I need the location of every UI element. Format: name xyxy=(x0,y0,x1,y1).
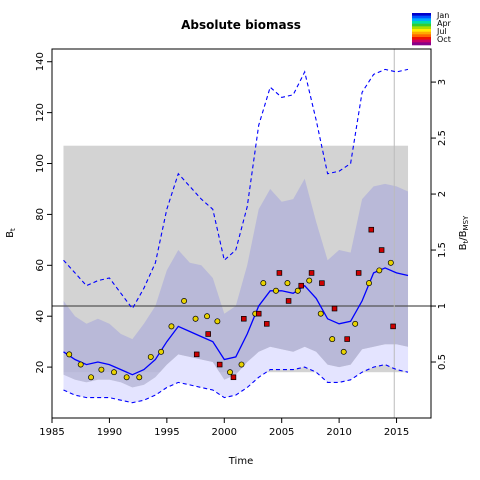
observation-point-yellow xyxy=(352,320,359,327)
observation-point-yellow xyxy=(376,267,383,274)
observation-point-yellow xyxy=(317,310,324,317)
observation-point-red xyxy=(390,323,396,330)
legend-color-swatch xyxy=(412,34,431,38)
observation-point-red xyxy=(205,331,211,337)
observation-point-yellow xyxy=(123,374,130,381)
y2-tick-label: 2 xyxy=(437,191,448,197)
y2-tick-label: 1.5 xyxy=(437,242,448,258)
observation-point-yellow xyxy=(66,351,73,358)
observation-point-red xyxy=(285,298,292,304)
observation-point-yellow xyxy=(111,369,117,376)
plot-content xyxy=(52,49,431,418)
legend-color-swatch xyxy=(412,29,431,32)
x-axis-title: Time xyxy=(228,456,253,467)
legend-color-swatch xyxy=(412,23,431,27)
observation-point-yellow xyxy=(284,280,291,287)
uncertainty-band xyxy=(63,178,408,388)
observation-point-red xyxy=(344,336,350,342)
observation-point-yellow xyxy=(98,366,105,373)
legend-label: Jul xyxy=(436,27,447,36)
observation-point-yellow xyxy=(260,280,267,287)
observation-point-yellow xyxy=(136,374,143,381)
y2-tick-label: 0.5 xyxy=(437,354,448,370)
y-axis-title-right: Bt/BMSY xyxy=(458,215,470,250)
observation-point-yellow xyxy=(88,374,94,381)
observation-point-yellow xyxy=(204,313,210,320)
y-tick-label: 100 xyxy=(35,154,46,173)
observation-point-yellow xyxy=(340,348,347,355)
y-tick-label: 140 xyxy=(35,52,46,71)
observation-point-red xyxy=(331,305,338,312)
observation-point-red xyxy=(355,270,362,276)
y-axis-title-left: Bt xyxy=(5,228,17,238)
observation-point-yellow xyxy=(273,287,279,294)
observation-point-yellow xyxy=(329,336,336,343)
legend-color-swatch xyxy=(412,21,431,24)
legend-color-swatch xyxy=(412,39,431,43)
legend-color-swatch xyxy=(412,26,431,30)
x-tick-label: 2005 xyxy=(269,427,294,438)
legend-color-swatch xyxy=(412,18,431,22)
y-tick-label: 120 xyxy=(35,103,46,122)
legend-label: Apr xyxy=(437,19,452,28)
ci-lower-line xyxy=(63,364,409,404)
x-tick-label: 2015 xyxy=(384,427,409,438)
observation-point-yellow xyxy=(181,297,188,304)
legend-color-swatch xyxy=(412,42,431,46)
x-axis: 1985 1990 1995 2000 2005 2010 2015 xyxy=(39,418,409,438)
observation-point-red xyxy=(230,374,237,381)
y-tick-label: 20 xyxy=(35,361,46,374)
legend-label: Jan xyxy=(436,11,449,20)
x-tick-label: 1990 xyxy=(97,427,122,438)
observation-point-red xyxy=(216,361,223,368)
observation-point-yellow xyxy=(227,369,233,376)
x-tick-label: 2010 xyxy=(326,427,351,438)
observation-point-red xyxy=(264,321,270,327)
y-axis-left: 20 40 60 80 100 120 140 xyxy=(35,52,52,373)
observation-point-yellow xyxy=(158,348,165,355)
observation-point-yellow xyxy=(306,277,313,284)
x-tick-label: 1995 xyxy=(154,427,179,438)
plot-area xyxy=(52,49,431,418)
legend-color-swatch xyxy=(412,15,431,19)
plot-frame xyxy=(51,48,432,419)
observation-point-red xyxy=(298,282,304,289)
legend-color-swatch xyxy=(412,13,431,16)
observation-point-red xyxy=(308,270,315,276)
ci-upper-line xyxy=(63,68,409,310)
y2-tick-label: 1 xyxy=(437,303,448,309)
observation-point-red xyxy=(276,270,283,276)
observation-point-yellow xyxy=(77,361,84,368)
legend-label: Oct xyxy=(437,35,451,44)
median-biomass-line xyxy=(63,267,409,376)
y-tick-label: 80 xyxy=(35,208,46,221)
y-tick-label: 60 xyxy=(35,259,46,272)
y-axis-right: 0.5 1 1.5 2 2.5 3 xyxy=(431,79,448,370)
observation-point-red xyxy=(193,351,200,358)
x-tick-label: 1985 xyxy=(39,427,64,438)
x-tick-label: 2000 xyxy=(212,427,237,438)
observation-point-yellow xyxy=(192,315,199,322)
observation-point-yellow xyxy=(294,287,301,294)
observation-point-red xyxy=(319,280,325,286)
observation-point-yellow xyxy=(147,353,154,360)
observation-point-yellow xyxy=(387,259,394,266)
y-tick-label: 40 xyxy=(35,310,46,323)
chart-title: Absolute biomass xyxy=(181,18,301,32)
observation-point-red xyxy=(378,247,385,253)
observation-point-yellow xyxy=(168,323,175,330)
legend-color-swatch xyxy=(412,31,431,35)
y2-tick-label: 3 xyxy=(437,79,448,85)
legend-color-swatch xyxy=(412,37,431,40)
y2-tick-label: 2.5 xyxy=(437,130,448,146)
observation-point-red xyxy=(255,310,262,317)
observation-point-yellow xyxy=(238,361,245,368)
observation-point-yellow xyxy=(214,318,221,325)
ci-lower-fill xyxy=(63,344,408,403)
observation-point-red xyxy=(368,226,375,233)
observation-point-red xyxy=(241,316,247,322)
observation-point-yellow xyxy=(366,280,372,287)
